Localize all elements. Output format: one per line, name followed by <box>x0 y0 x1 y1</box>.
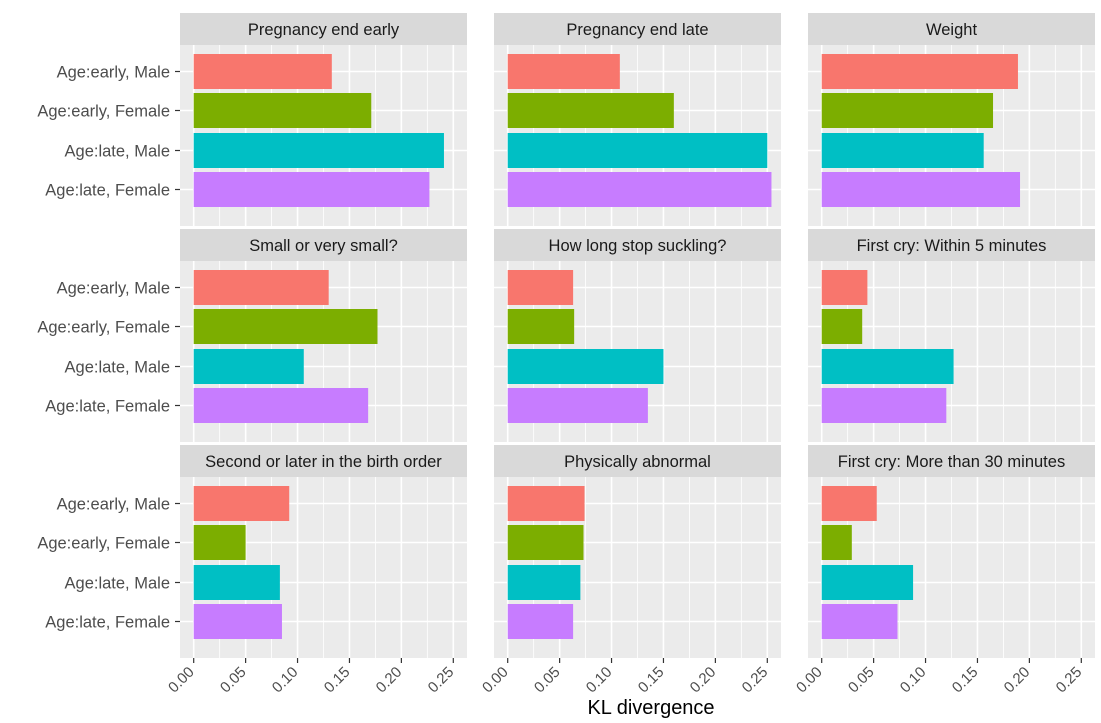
y-tick-label: Age:early, Female <box>37 103 170 121</box>
facet-title: First cry: More than 30 minutes <box>838 453 1065 471</box>
bar[interactable] <box>193 270 329 305</box>
facet-panel: Weight <box>808 13 1095 226</box>
x-tick-label: 0.05 <box>531 664 564 697</box>
facet-panel: First cry: More than 30 minutes 0.00 0.05 0… <box>793 445 1095 696</box>
x-tick-label: 0.25 <box>1053 664 1086 697</box>
bar[interactable] <box>507 486 585 521</box>
y-tick-label: Age:early, Female <box>37 319 170 337</box>
bar[interactable] <box>507 388 648 423</box>
bar[interactable] <box>821 486 877 521</box>
x-axis-title: KL divergence <box>587 697 714 719</box>
facet-strip <box>808 13 1095 45</box>
facet-panel: Second or later in the birth order Age:ea… <box>37 445 467 696</box>
facet-title: Pregnancy end early <box>248 21 400 39</box>
x-tick-label: 0.00 <box>165 664 198 697</box>
bar[interactable] <box>821 270 868 305</box>
x-tick-label: 0.25 <box>425 664 458 697</box>
x-tick-label: 0.15 <box>949 664 982 697</box>
bar[interactable] <box>821 604 898 639</box>
facet-panel: Physically abnormal 0.00 0.05 0.10 0.15 0.20 0… <box>479 445 781 696</box>
bar[interactable] <box>507 565 581 600</box>
bar[interactable] <box>193 172 430 207</box>
bar[interactable] <box>193 486 290 521</box>
bar[interactable] <box>507 309 575 344</box>
x-tick-label: 0.05 <box>845 664 878 697</box>
bar[interactable] <box>821 172 1021 207</box>
facet-strip <box>808 229 1095 261</box>
facet-title: Physically abnormal <box>564 453 711 471</box>
y-tick-label: Age:late, Female <box>45 398 170 416</box>
facet-title: Pregnancy end late <box>566 21 708 39</box>
facet-strip <box>180 13 467 45</box>
bar[interactable] <box>821 565 914 600</box>
y-tick-label: Age:early, Male <box>57 496 170 514</box>
bar[interactable] <box>821 133 984 168</box>
facet-strip <box>494 229 781 261</box>
facet-strip <box>180 445 467 477</box>
facet-title: Second or later in the birth order <box>205 453 442 471</box>
bar[interactable] <box>507 525 584 560</box>
x-tick-label: 0.20 <box>1001 664 1034 697</box>
bar[interactable] <box>193 565 280 600</box>
bar[interactable] <box>821 525 852 560</box>
bar[interactable] <box>507 93 674 128</box>
y-tick-label: Age:late, Female <box>45 614 170 632</box>
facet-strip <box>180 229 467 261</box>
bar[interactable] <box>821 309 863 344</box>
y-tick-label: Age:late, Male <box>65 359 170 377</box>
facet-title: Weight <box>926 21 977 39</box>
bar[interactable] <box>507 54 620 89</box>
bar[interactable] <box>821 388 947 423</box>
bar[interactable] <box>507 133 768 168</box>
y-tick-label: Age:early, Male <box>57 280 170 298</box>
bar[interactable] <box>193 54 332 89</box>
x-tick-label: 0.20 <box>373 664 406 697</box>
bar[interactable] <box>507 604 574 639</box>
x-tick-label: 0.00 <box>479 664 512 697</box>
y-tick-label: Age:early, Female <box>37 535 170 553</box>
y-tick-label: Age:early, Male <box>57 64 170 82</box>
facet-strip <box>808 445 1095 477</box>
x-tick-label: 0.10 <box>897 664 930 697</box>
bar[interactable] <box>193 93 372 128</box>
facet-strip <box>494 13 781 45</box>
bar[interactable] <box>193 525 246 560</box>
facet-panel: First cry: Within 5 minutes <box>808 229 1095 442</box>
bar[interactable] <box>193 309 378 344</box>
x-tick-label: 0.20 <box>687 664 720 697</box>
bar[interactable] <box>507 172 772 207</box>
x-tick-label: 0.00 <box>793 664 826 697</box>
bar[interactable] <box>193 349 304 384</box>
facet-panel: Small or very small? Age:early, Male Age:e… <box>37 229 467 442</box>
bar[interactable] <box>821 54 1018 89</box>
y-tick-label: Age:late, Male <box>65 143 170 161</box>
x-tick-label: 0.10 <box>269 664 302 697</box>
x-tick-label: 0.15 <box>321 664 354 697</box>
facet-panel: Pregnancy end early Age:early, Male Age:ea… <box>37 13 467 226</box>
bar[interactable] <box>193 604 282 639</box>
x-tick-label: 0.10 <box>583 664 616 697</box>
bar[interactable] <box>193 133 444 168</box>
facet-strip <box>494 445 781 477</box>
facet-title: Small or very small? <box>249 237 398 255</box>
bar[interactable] <box>507 270 574 305</box>
facet-title: First cry: Within 5 minutes <box>857 237 1047 255</box>
x-tick-label: 0.05 <box>217 664 250 697</box>
bar[interactable] <box>821 349 954 384</box>
facet-panel: Pregnancy end late <box>494 13 781 226</box>
bar[interactable] <box>507 349 664 384</box>
x-tick-label: 0.15 <box>635 664 668 697</box>
y-tick-label: Age:late, Male <box>65 575 170 593</box>
facet-title: How long stop suckling? <box>549 237 727 255</box>
y-tick-label: Age:late, Female <box>45 182 170 200</box>
bar[interactable] <box>193 388 369 423</box>
x-tick-label: 0.25 <box>739 664 772 697</box>
facet-panel: How long stop suckling? <box>494 229 781 442</box>
bar[interactable] <box>821 93 994 128</box>
